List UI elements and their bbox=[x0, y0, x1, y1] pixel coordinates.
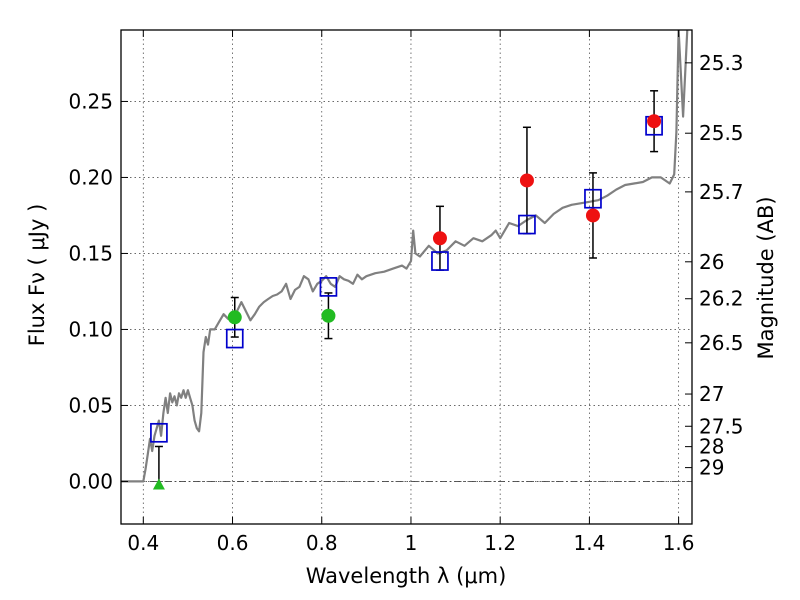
right-axis-tick-label: 25.3 bbox=[699, 51, 744, 75]
model-photometry-square bbox=[319, 277, 338, 297]
data-markers bbox=[150, 114, 663, 490]
x-tick-label: 0.4 bbox=[127, 531, 159, 555]
upper-limit-triangle bbox=[152, 478, 165, 490]
nir-flux-point bbox=[519, 173, 534, 188]
y-tick-label: 0.25 bbox=[68, 89, 113, 113]
y-axis-title: Flux Fν ( μJy ) bbox=[25, 204, 49, 347]
right-axis-tick-label: 29 bbox=[699, 456, 724, 480]
x-tick-label: 1 bbox=[405, 531, 418, 555]
right-axis-tick-label: 26 bbox=[699, 250, 724, 274]
x-tick-label: 1.4 bbox=[573, 531, 605, 555]
x-tick-label: 0.6 bbox=[217, 531, 249, 555]
model-spectrum bbox=[121, 30, 689, 483]
model-photometry-square bbox=[431, 251, 449, 271]
axis-ticks bbox=[121, 30, 692, 524]
y-axis-title-text: Flux Fν ( μJy ) bbox=[25, 204, 49, 347]
model-spectrum-line bbox=[121, 30, 689, 483]
y-tick-label: 0.15 bbox=[68, 241, 113, 265]
right-axis-tick-label: 25.5 bbox=[699, 121, 744, 145]
grid-lines bbox=[121, 30, 692, 524]
model-photometry-square bbox=[518, 214, 536, 235]
nir-flux-point bbox=[647, 114, 662, 129]
right-axis-tick-label: 27 bbox=[699, 382, 724, 406]
error-bars bbox=[154, 90, 659, 485]
model-photometry-square bbox=[150, 422, 168, 443]
x-tick-label: 0.8 bbox=[306, 531, 338, 555]
right-axis-tick-label: 26.5 bbox=[699, 331, 744, 355]
y-tick-label: 0.05 bbox=[68, 393, 113, 417]
x-axis-title-text: Wavelength λ (μm) bbox=[306, 564, 507, 588]
nir-flux-point bbox=[585, 208, 600, 223]
tick-labels: 0.4 0.6 0.8 1 1.2 1.4 1.6 0.00 0.05 0.10 0.15 0.20 0… bbox=[68, 51, 743, 555]
x-tick-label: 1.6 bbox=[663, 531, 695, 555]
model-photometry-square bbox=[225, 328, 244, 349]
model-photometry-square bbox=[584, 188, 602, 209]
y-tick-label: 0.20 bbox=[68, 165, 113, 189]
y-tick-label: 0.00 bbox=[68, 469, 113, 493]
plot-frame bbox=[120, 29, 693, 525]
right-axis-tick-label: 25.7 bbox=[699, 180, 744, 204]
y-tick-label: 0.10 bbox=[68, 317, 113, 341]
nir-flux-point bbox=[432, 231, 447, 246]
optical-flux-point bbox=[227, 310, 242, 325]
right-axis-tick-label: 27.5 bbox=[699, 414, 744, 438]
right-axis-title: Magnitude (AB) bbox=[754, 196, 778, 359]
right-axis-tick-label: 28 bbox=[699, 435, 724, 459]
optical-flux-point bbox=[321, 308, 336, 323]
right-axis-title-text: Magnitude (AB) bbox=[754, 196, 778, 359]
x-tick-label: 1.2 bbox=[484, 531, 516, 555]
right-axis-tick-label: 26.2 bbox=[699, 287, 744, 311]
x-axis-title: Wavelength λ (μm) bbox=[306, 564, 507, 588]
